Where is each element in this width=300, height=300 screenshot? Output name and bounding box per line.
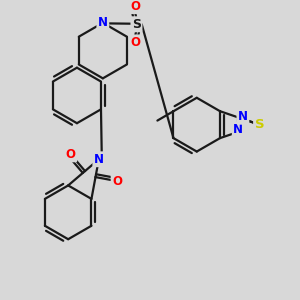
Text: N: N bbox=[98, 16, 108, 29]
Text: O: O bbox=[112, 175, 122, 188]
Text: O: O bbox=[66, 148, 76, 161]
Text: N: N bbox=[233, 123, 243, 136]
Text: N: N bbox=[238, 110, 248, 123]
Text: S: S bbox=[255, 118, 264, 131]
Text: S: S bbox=[132, 18, 141, 31]
Text: O: O bbox=[130, 0, 140, 13]
Text: N: N bbox=[94, 153, 104, 166]
Text: O: O bbox=[130, 36, 140, 49]
